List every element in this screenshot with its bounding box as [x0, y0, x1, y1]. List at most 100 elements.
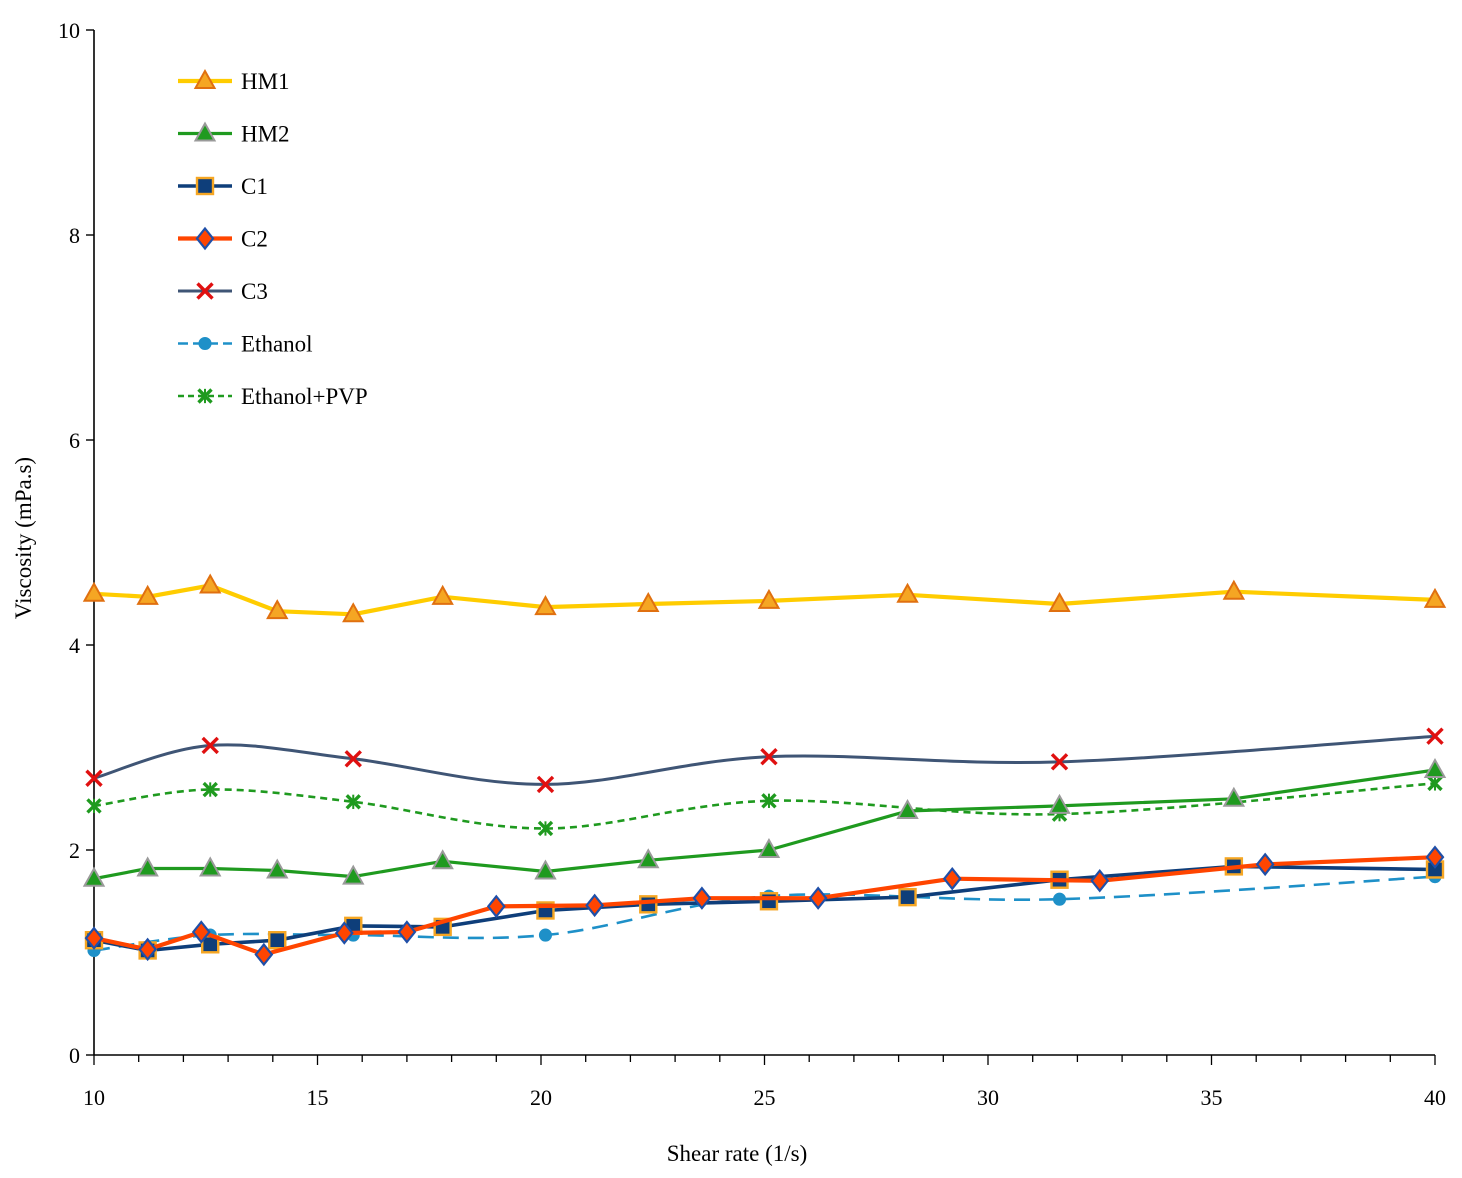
- series-c3: [85, 727, 1444, 794]
- legend-swatch-marker: [193, 121, 217, 142]
- x-tick-label: 15: [307, 1085, 329, 1110]
- data-point-ethanol-pvp: [86, 798, 102, 814]
- data-point-hm2: [1048, 793, 1071, 814]
- data-point-c2: [585, 893, 605, 918]
- data-point-hm1: [342, 602, 365, 623]
- series-hm1: [82, 573, 1447, 623]
- data-point-c2: [692, 886, 712, 910]
- data-point-hm1: [757, 588, 781, 609]
- series-line-ethanol-pvp: [93, 782, 1436, 830]
- data-point-hm2: [199, 856, 222, 877]
- x-tick-label: 20: [530, 1085, 552, 1110]
- series-line-c2: [91, 855, 1438, 957]
- legend-swatch-marker: [195, 176, 215, 196]
- legend-swatch-marker: [197, 388, 213, 404]
- data-point-c1: [898, 887, 917, 907]
- data-point-c3-stroke: [536, 775, 555, 794]
- legend-swatch-marker: [195, 226, 215, 251]
- data-point-c3: [85, 769, 103, 787]
- data-point-hm1: [1222, 579, 1246, 600]
- data-point-hm1: [136, 584, 159, 605]
- data-point-c2: [808, 886, 828, 910]
- data-point-c2: [942, 866, 962, 891]
- data-point-ethanol-pvp: [761, 793, 777, 809]
- legend-item-c3: C3: [178, 279, 268, 304]
- data-point-c3-stroke: [201, 736, 219, 755]
- data-point-hm1: [896, 582, 919, 603]
- series-layer: [82, 573, 1447, 967]
- data-point-hm2: [534, 859, 557, 880]
- legend-swatch-marker-stroke: [196, 282, 214, 300]
- data-point-c2: [397, 920, 417, 944]
- legend-item-hm2: HM2: [178, 121, 290, 147]
- y-tick-label: 6: [69, 428, 80, 453]
- data-point-c3: [760, 748, 778, 766]
- y-tick-label: 0: [69, 1043, 80, 1068]
- data-point-c2: [138, 937, 158, 962]
- legend-swatch-marker: [196, 282, 214, 300]
- data-point-c1: [639, 895, 658, 914]
- data-point-c3-stroke: [85, 769, 103, 787]
- data-point-c2: [1090, 868, 1110, 893]
- data-point-c3: [536, 775, 555, 794]
- data-point-c1: [268, 931, 287, 950]
- y-axis-title: Viscosity (mPa.s): [11, 457, 36, 619]
- legend-item-ethanol: Ethanol: [178, 332, 313, 357]
- data-point-c3: [201, 736, 219, 755]
- data-point-c1: [759, 892, 779, 911]
- y-tick-label: 4: [69, 633, 80, 658]
- x-axis-title: Shear rate (1/s): [667, 1141, 808, 1166]
- x-tick-label: 25: [754, 1085, 776, 1110]
- legend-item-c2: C2: [178, 227, 268, 252]
- series-ethanol-pvp: [86, 775, 1443, 837]
- data-point-c2: [1425, 845, 1445, 869]
- series-line-c3: [92, 734, 1437, 786]
- y-tick-label: 8: [69, 223, 80, 248]
- data-point-ethanol: [1052, 892, 1067, 906]
- data-point-hm1: [266, 599, 289, 620]
- data-point-c2: [334, 921, 354, 945]
- data-point-c3-stroke: [1050, 753, 1069, 771]
- data-point-c3: [1426, 727, 1444, 745]
- data-point-hm1: [1423, 587, 1447, 608]
- legend-item-ethanol-pvp: Ethanol+PVP: [178, 384, 368, 409]
- legend-swatch-marker: [193, 68, 217, 89]
- data-point-ethanol-pvp: [202, 781, 218, 798]
- y-tick-label: 10: [58, 18, 80, 43]
- data-point-c3: [344, 750, 362, 768]
- data-point-c3-stroke: [760, 748, 778, 766]
- data-point-c2: [486, 894, 506, 919]
- data-point-hm2: [342, 864, 365, 885]
- data-point-c2: [84, 926, 104, 950]
- data-point-hm1: [534, 595, 557, 616]
- series-hm2: [82, 758, 1447, 887]
- legend-label: C2: [241, 227, 268, 252]
- legend-item-hm1: HM1: [178, 68, 290, 94]
- legend-label: Ethanol+PVP: [241, 384, 368, 409]
- legend-label: C1: [241, 174, 268, 199]
- data-point-hm1: [637, 591, 660, 612]
- data-point-hm2: [757, 837, 781, 858]
- data-point-c2: [1255, 852, 1275, 877]
- series-c1: [84, 857, 1445, 960]
- data-point-hm2: [1222, 786, 1246, 807]
- data-point-ethanol-pvp: [1427, 775, 1443, 792]
- x-tick-label: 30: [977, 1085, 999, 1110]
- legend-item-c1: C1: [178, 174, 268, 199]
- data-point-c3-stroke: [344, 750, 362, 768]
- legend-label: HM1: [241, 69, 290, 94]
- legend-label: C3: [241, 279, 268, 304]
- data-point-c3-stroke: [1426, 727, 1444, 745]
- data-point-c3: [1050, 753, 1069, 771]
- data-point-ethanol: [538, 928, 553, 942]
- legend-label: HM2: [241, 122, 290, 147]
- data-point-hm1: [82, 581, 106, 602]
- legend-swatch-marker: [198, 336, 212, 351]
- data-point-hm2: [1423, 758, 1447, 779]
- data-point-hm1: [1048, 591, 1071, 612]
- legend-label: Ethanol: [241, 332, 313, 357]
- legend: HM1 HM2 C1 C2 C3 Ethanol Ethanol+PVP: [178, 68, 368, 409]
- data-point-ethanol-pvp: [345, 794, 361, 810]
- x-tick-label: 35: [1201, 1085, 1223, 1110]
